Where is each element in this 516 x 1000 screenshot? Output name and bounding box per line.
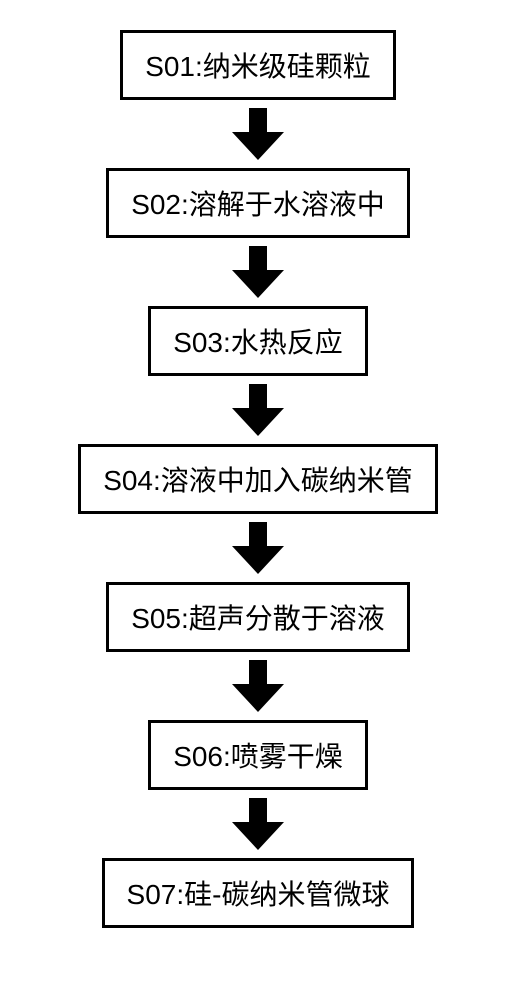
arrow-icon (232, 660, 284, 712)
flowchart-container: S01:纳米级硅颗粒 S02:溶解于水溶液中 S03:水热反应 S04:溶液中加… (78, 30, 438, 928)
step-box-2: S02:溶解于水溶液中 (106, 168, 410, 238)
step-box-6: S06:喷雾干燥 (148, 720, 368, 790)
step-box-7: S07:硅-碳纳米管微球 (102, 858, 415, 928)
step-label: S05:超声分散于溶液 (131, 603, 385, 634)
step-label: S07:硅-碳纳米管微球 (127, 879, 390, 910)
step-box-4: S04:溶液中加入碳纳米管 (78, 444, 438, 514)
step-box-1: S01:纳米级硅颗粒 (120, 30, 396, 100)
arrow-icon (232, 384, 284, 436)
arrow-icon (232, 798, 284, 850)
step-label: S06:喷雾干燥 (173, 741, 343, 772)
step-label: S03:水热反应 (173, 327, 343, 358)
arrow-icon (232, 522, 284, 574)
arrow-icon (232, 246, 284, 298)
arrow-icon (232, 108, 284, 160)
step-label: S04:溶液中加入碳纳米管 (103, 465, 413, 496)
step-label: S01:纳米级硅颗粒 (145, 51, 371, 82)
step-label: S02:溶解于水溶液中 (131, 189, 385, 220)
step-box-5: S05:超声分散于溶液 (106, 582, 410, 652)
step-box-3: S03:水热反应 (148, 306, 368, 376)
